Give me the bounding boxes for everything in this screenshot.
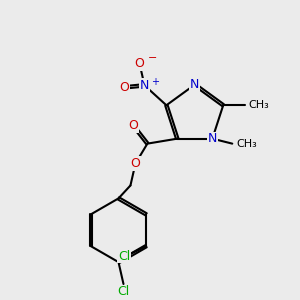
Text: CH₃: CH₃: [236, 139, 257, 148]
Text: Cl: Cl: [118, 250, 130, 262]
Text: −: −: [148, 53, 157, 64]
Text: N: N: [190, 78, 200, 91]
Text: +: +: [152, 77, 160, 87]
Text: N: N: [208, 132, 217, 145]
Text: O: O: [130, 157, 140, 170]
Text: O: O: [135, 57, 145, 70]
Text: CH₃: CH₃: [248, 100, 269, 110]
Text: O: O: [120, 81, 130, 94]
Text: Cl: Cl: [117, 286, 130, 298]
Text: O: O: [128, 119, 138, 132]
Text: N: N: [140, 79, 149, 92]
